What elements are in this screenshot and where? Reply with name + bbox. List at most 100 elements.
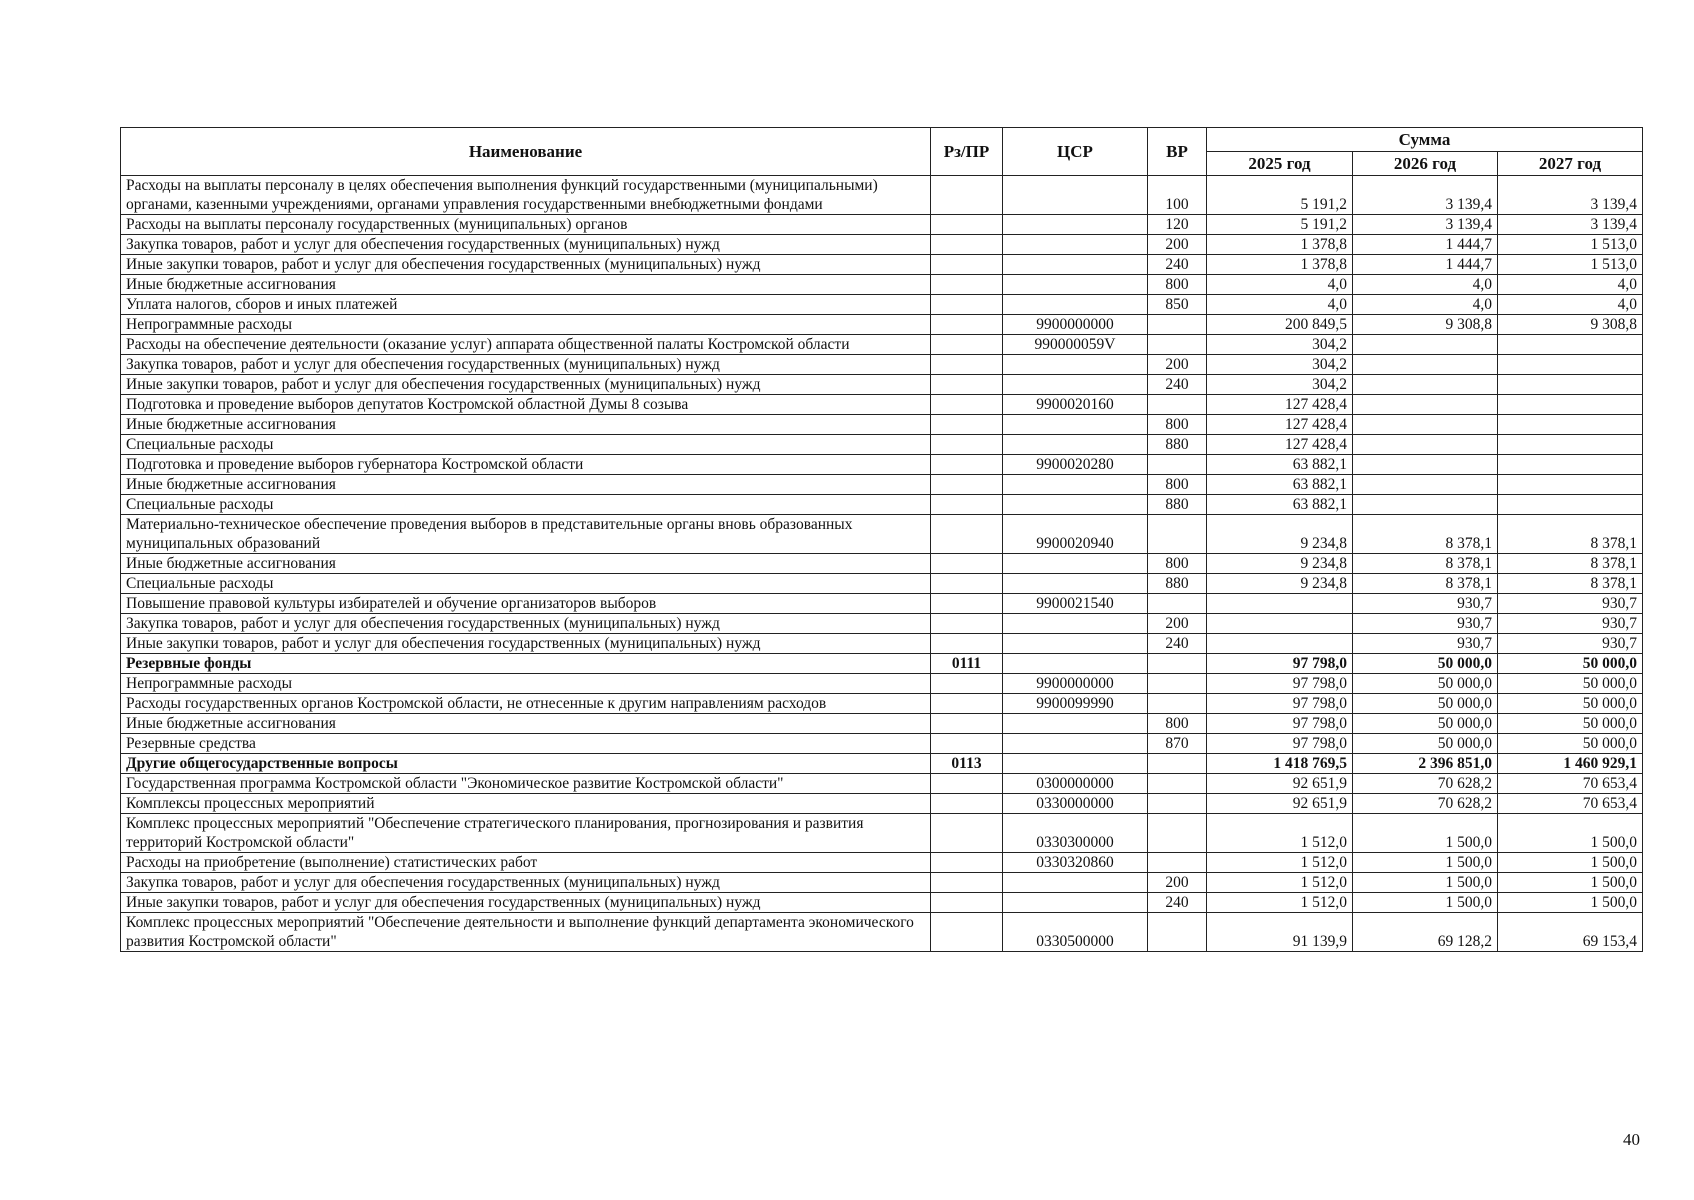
cell-csr (1002, 872, 1148, 893)
cell-2026: 8 378,1 (1352, 573, 1498, 594)
cell-vr (1147, 394, 1207, 415)
cell-vr: 200 (1147, 354, 1207, 375)
table-row: Комплекс процессных мероприятий "Обеспеч… (120, 912, 1644, 952)
cell-rz-pr (930, 593, 1003, 614)
cell-name: Иные бюджетные ассигнования (120, 713, 931, 734)
cell-2026 (1352, 414, 1498, 435)
table-row: Резервные средства 870 97 798,0 50 000,0 50 … (120, 733, 1644, 754)
cell-rz-pr (930, 434, 1003, 455)
cell-csr (1002, 733, 1148, 754)
cell-2027: 9 308,8 (1496, 314, 1644, 335)
table-row: Иные бюджетные ассигнования 800 97 798,0 50… (120, 713, 1644, 734)
cell-rz-pr (930, 274, 1003, 295)
cell-2027: 8 378,1 (1496, 573, 1644, 594)
cell-name: Закупка товаров, работ и услуг для обесп… (120, 613, 931, 634)
cell-rz-pr (930, 454, 1003, 475)
cell-vr: 800 (1147, 713, 1207, 734)
cell-2026: 1 500,0 (1352, 852, 1498, 873)
cell-rz-pr (930, 553, 1003, 574)
cell-vr (1147, 693, 1207, 714)
cell-2026: 69 128,2 (1352, 912, 1498, 952)
cell-2026: 50 000,0 (1352, 693, 1498, 714)
cell-name: Закупка товаров, работ и услуг для обесп… (120, 872, 931, 893)
cell-vr (1147, 753, 1207, 774)
cell-2027: 8 378,1 (1496, 553, 1644, 574)
cell-csr: 9900021540 (1002, 593, 1148, 614)
cell-2025: 4,0 (1206, 294, 1353, 315)
cell-2026: 70 628,2 (1352, 773, 1498, 794)
table-row: Подготовка и проведение выборов губернат… (120, 454, 1644, 475)
cell-rz-pr (930, 633, 1003, 654)
cell-rz-pr (930, 394, 1003, 415)
cell-name: Комплекс процессных мероприятий "Обеспеч… (120, 813, 931, 853)
header-csr: ЦСР (1002, 127, 1148, 176)
cell-2026: 8 378,1 (1352, 553, 1498, 574)
cell-vr (1147, 912, 1207, 952)
cell-2025: 97 798,0 (1206, 713, 1353, 734)
header-2025: 2025 год (1206, 151, 1353, 176)
cell-name: Уплата налогов, сборов и иных платежей (120, 294, 931, 315)
cell-csr: 0330500000 (1002, 912, 1148, 952)
table-row: Государственная программа Костромской об… (120, 773, 1644, 794)
cell-name: Расходы государственных органов Костромс… (120, 693, 931, 714)
cell-2027: 8 378,1 (1496, 514, 1644, 554)
table-row: Закупка товаров, работ и услуг для обесп… (120, 872, 1644, 893)
cell-rz-pr (930, 872, 1003, 893)
cell-2027: 930,7 (1496, 633, 1644, 654)
table-row: Комплексы процессных мероприятий 03300000… (120, 793, 1644, 814)
cell-2027 (1496, 394, 1644, 415)
cell-rz-pr (930, 314, 1003, 335)
cell-2026: 930,7 (1352, 633, 1498, 654)
table-body: Расходы на выплаты персоналу в целях обе… (120, 175, 1644, 952)
cell-csr: 0330000000 (1002, 793, 1148, 814)
cell-2027: 50 000,0 (1496, 713, 1644, 734)
cell-csr (1002, 573, 1148, 594)
cell-csr (1002, 553, 1148, 574)
cell-name: Расходы на выплаты персоналу государстве… (120, 214, 931, 235)
cell-rz-pr (930, 793, 1003, 814)
cell-csr (1002, 214, 1148, 235)
cell-2025: 5 191,2 (1206, 175, 1353, 215)
cell-vr (1147, 773, 1207, 794)
cell-rz-pr (930, 912, 1003, 952)
cell-2027: 70 653,4 (1496, 793, 1644, 814)
cell-2027: 930,7 (1496, 613, 1644, 634)
cell-csr (1002, 653, 1148, 674)
cell-2026: 50 000,0 (1352, 673, 1498, 694)
cell-2026 (1352, 474, 1498, 495)
cell-2025: 97 798,0 (1206, 733, 1353, 754)
cell-vr (1147, 514, 1207, 554)
cell-2026: 50 000,0 (1352, 733, 1498, 754)
cell-2026 (1352, 334, 1498, 355)
cell-rz-pr (930, 414, 1003, 435)
cell-name: Иные бюджетные ассигнования (120, 274, 931, 295)
cell-2027: 50 000,0 (1496, 693, 1644, 714)
header-sum: Сумма (1205, 127, 1644, 152)
cell-name: Комплексы процессных мероприятий (120, 793, 931, 814)
cell-2026: 3 139,4 (1352, 214, 1498, 235)
table-row: Специальные расходы 880 63 882,1 (120, 494, 1644, 515)
cell-vr: 800 (1147, 414, 1207, 435)
cell-name: Специальные расходы (120, 494, 931, 515)
table-row: Иные закупки товаров, работ и услуг для … (120, 633, 1644, 654)
cell-2027 (1496, 374, 1644, 395)
cell-2025: 304,2 (1206, 374, 1353, 395)
cell-2026: 50 000,0 (1352, 713, 1498, 734)
cell-csr (1002, 274, 1148, 295)
cell-name: Специальные расходы (120, 434, 931, 455)
cell-2025: 5 191,2 (1206, 214, 1353, 235)
table-row: Другие общегосударственные вопросы 0113 1 … (120, 753, 1644, 774)
cell-csr (1002, 892, 1148, 913)
cell-2026: 1 444,7 (1352, 234, 1498, 255)
cell-vr: 880 (1147, 434, 1207, 455)
cell-2025: 97 798,0 (1206, 673, 1353, 694)
cell-csr (1002, 234, 1148, 255)
table-row: Иные бюджетные ассигнования 800 63 882,1 (120, 474, 1644, 495)
cell-name: Непрограммные расходы (120, 314, 931, 335)
cell-csr: 9900020940 (1002, 514, 1148, 554)
cell-vr (1147, 334, 1207, 355)
cell-vr (1147, 653, 1207, 674)
cell-2027: 50 000,0 (1496, 733, 1644, 754)
cell-2027: 1 513,0 (1496, 234, 1644, 255)
cell-rz-pr (930, 374, 1003, 395)
